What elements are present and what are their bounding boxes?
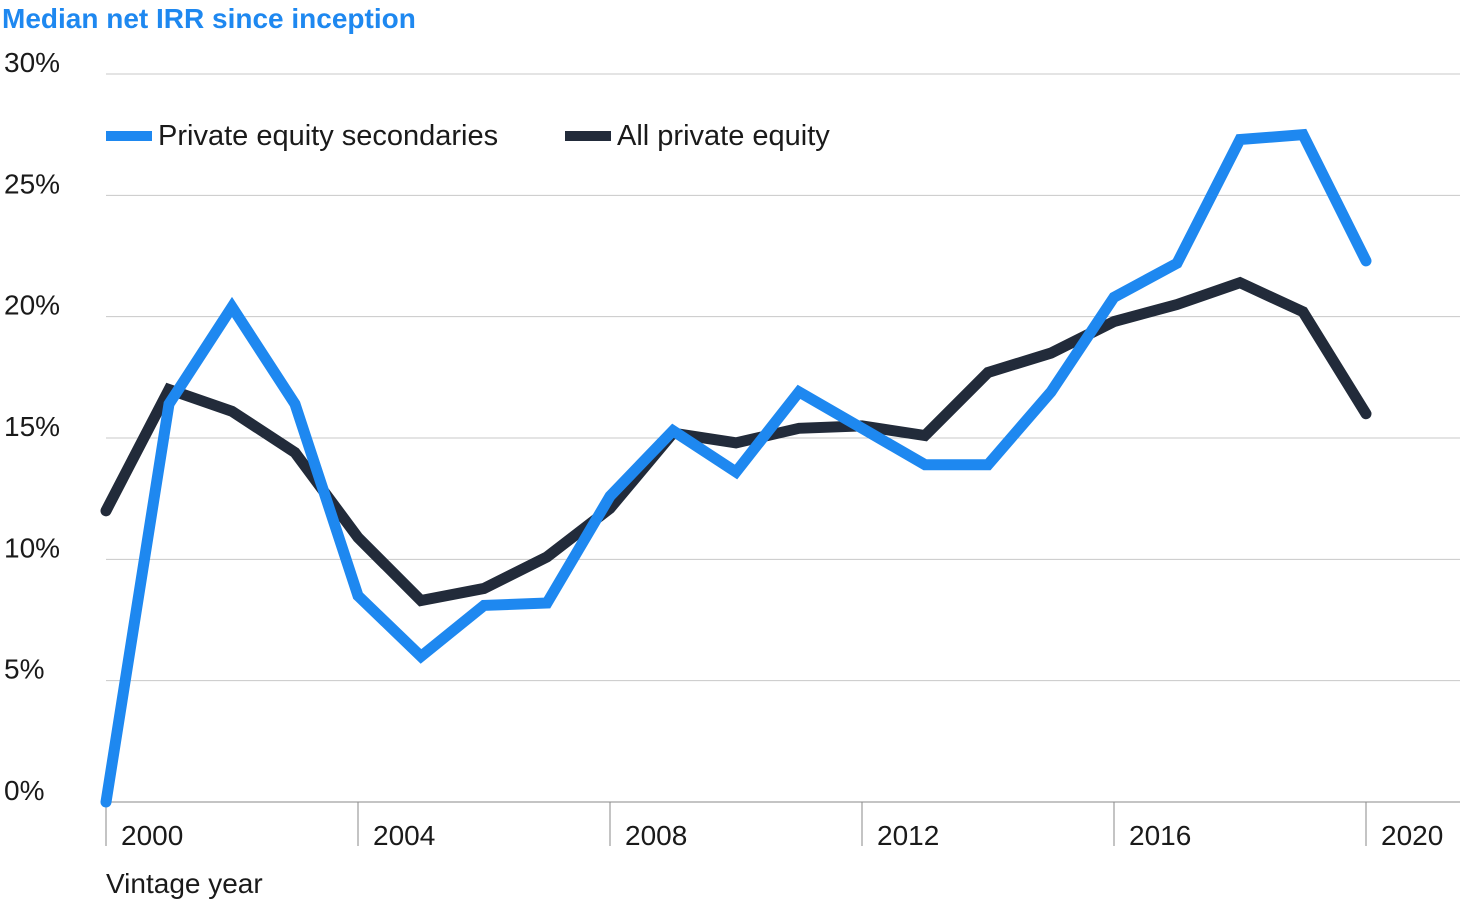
series-line (100, 276, 1372, 607)
y-tick-label: 25% (4, 168, 60, 199)
legend-label: All private equity (617, 120, 830, 152)
y-tick-label: 15% (4, 411, 60, 442)
y-tick-label: 5% (4, 654, 44, 685)
y-tick-label: 0% (4, 775, 44, 806)
x-tick-label: 2020 (1381, 820, 1443, 851)
x-axis-tick-labels: 2000 2004 2008 2012 2016 2020 (121, 820, 1443, 851)
x-tick-label: 2008 (625, 820, 687, 851)
series-group (100, 276, 1372, 607)
gridlines (106, 73, 1460, 803)
series-lines (100, 128, 1372, 808)
x-tick-label: 2012 (877, 820, 939, 851)
x-tick-label: 2004 (373, 820, 435, 851)
y-tick-label: 30% (4, 47, 60, 78)
x-axis-title: Vintage year (106, 868, 263, 899)
x-tick-label: 2016 (1129, 820, 1191, 851)
y-axis-tick-labels: 0% 5% 10% 15% 20% 25% 30% (4, 47, 60, 806)
y-tick-label: 10% (4, 532, 60, 563)
x-axis-ticks (105, 802, 1367, 846)
x-tick-label: 2000 (121, 820, 183, 851)
series-group (100, 128, 1372, 808)
series-line (100, 128, 1372, 808)
y-tick-label: 20% (4, 290, 60, 321)
legend: Private equity secondaries All private eq… (106, 120, 830, 152)
legend-label: Private equity secondaries (158, 120, 498, 152)
chart-title: Median net IRR since inception (2, 3, 416, 34)
